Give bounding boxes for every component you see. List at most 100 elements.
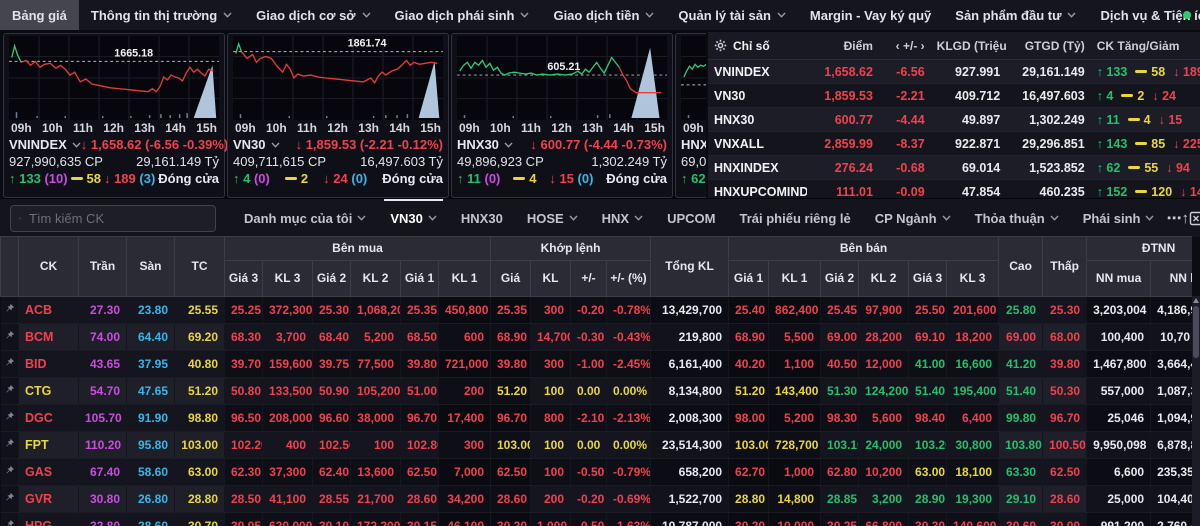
col-header-ask-price-2[interactable]: Giá 2	[820, 260, 860, 297]
col-header-bid-price-2[interactable]: Giá 2	[312, 260, 351, 297]
table-row-bcm[interactable]: BCM 74.00 64.40 69.20 68.30 3,700 68.40 5,200 68…	[0, 323, 1192, 351]
col-header-bid-vol-3[interactable]: KL 3	[262, 260, 313, 297]
col-header-bid-vol-1[interactable]: KL 1	[438, 260, 491, 297]
col-header-bid-vol-2[interactable]: KL 2	[350, 260, 401, 297]
menu-item-dich-vu-tien-ich[interactable]: Dịch vụ & Tiện ích	[1088, 0, 1200, 30]
pin-icon[interactable]	[0, 404, 19, 432]
menu-item-bang-gia[interactable]: Bảng giá	[0, 0, 79, 30]
col-header-matched-change[interactable]: +/-	[570, 260, 607, 297]
index-row-vnindex[interactable]: VNINDEX 1,658.62 -6.56 927.991 29,161.149 ↑ 1…	[708, 60, 1200, 84]
col-header-low[interactable]: Thấp	[1042, 236, 1088, 297]
menu-item-san-pham-dau-tu[interactable]: Sản phẩm đầu tư	[943, 0, 1088, 30]
index-panel-hnx30[interactable]: 605.21 09h 10h 11h 12h 13h 14h 15h HNX30 ↓ 600.77…	[451, 33, 673, 198]
table-row-acb[interactable]: ACB 27.30 23.80 25.55 25.25 372,300 25.30 1,068…	[0, 296, 1192, 324]
col-header-reference[interactable]: TC	[174, 236, 225, 297]
menu-item-quan-ly-tai-san[interactable]: Quản lý tài sản	[666, 0, 797, 30]
pin-icon[interactable]	[0, 350, 19, 378]
col-header-matched-price[interactable]: Giá	[490, 260, 531, 297]
col-header-ask-vol-2[interactable]: KL 2	[858, 260, 910, 297]
col-header-ask-price-1[interactable]: Giá 1	[728, 260, 770, 297]
col-header-klgd[interactable]: KLGD (Triệu)	[936, 38, 1007, 53]
col-header-total-volume[interactable]: Tổng KL	[650, 236, 730, 297]
col-header-ask-vol-1[interactable]: KL 1	[768, 260, 822, 297]
export-excel-icon[interactable]	[1189, 205, 1200, 231]
tab-vn30[interactable]: VN30	[378, 199, 449, 237]
col-header-ask-price-3[interactable]: Giá 3	[908, 260, 948, 297]
pin-icon[interactable]	[0, 431, 19, 459]
tab-cp-nganh[interactable]: CP Ngành	[863, 199, 963, 237]
col-header-bid-price-3[interactable]: Giá 3	[224, 260, 263, 297]
col-group-ask[interactable]: Bên bán	[728, 236, 1000, 261]
col-header-bid-price-1[interactable]: Giá 1	[400, 260, 439, 297]
ticker-cell[interactable]: BID	[18, 350, 79, 378]
col-header-foreign-sell[interactable]: NN bán	[1150, 260, 1192, 297]
col-group-bid[interactable]: Bên mua	[224, 236, 491, 261]
tab-hnx[interactable]: HNX	[590, 199, 655, 237]
col-header-foreign-buy[interactable]: NN mua	[1086, 260, 1152, 297]
index-panel-vnindex[interactable]: 1665.18 09h 10h 11h 12h 13h 14h 15h VNINDEX ↓ 1,6…	[3, 33, 228, 198]
pin-icon[interactable]	[0, 485, 19, 513]
pin-icon[interactable]	[0, 323, 19, 351]
search-box[interactable]	[10, 204, 216, 232]
index-row-vn30[interactable]: VN30 1,859.53 -2.21 409.712 16,497.603 ↑ 4 2 ↓ …	[708, 84, 1200, 108]
col-header-points[interactable]: Điểm	[843, 38, 873, 53]
scroll-top-icon[interactable]: ↑	[1181, 209, 1189, 227]
index-panel-hnxindex[interactable]: 09h10h11h12h13h14h15hHNXINDEX 69,01 ↑ 62	[675, 33, 706, 198]
index-name[interactable]: HNX30	[457, 136, 513, 153]
vn30-intraday-chart[interactable]: 1861.74	[233, 36, 443, 120]
index-name[interactable]: VN30	[233, 136, 280, 153]
index-row-vnxall[interactable]: VNXALL 2,859.99 -8.37 922.871 29,296.851 ↑ 14…	[708, 132, 1200, 156]
tab-hnx30[interactable]: HNX30	[449, 199, 515, 237]
col-header-pin[interactable]	[0, 236, 19, 297]
col-group-matched[interactable]: Khớp lệnh	[489, 236, 652, 261]
settings-gear-icon[interactable]	[714, 39, 727, 52]
col-header-ceiling[interactable]: Trần	[78, 236, 127, 297]
table-row-dgc[interactable]: DGC 105.70 91.90 98.80 96.50 208,000 96.60 38,0…	[0, 404, 1192, 432]
index-row-hnxindex[interactable]: HNXINDEX 276.24 -0.68 69.014 1,523.852 ↑ 62 55…	[708, 156, 1200, 180]
index-name[interactable]: VNINDEX	[9, 136, 81, 153]
ticker-cell[interactable]: FPT	[18, 431, 79, 459]
index-row-hnxupcomindex[interactable]: HNXUPCOMINDEX 111.01 -0.09 47.854 460.235 ↑ 1…	[708, 180, 1200, 198]
col-header-change[interactable]: ‹ +/- ›	[895, 38, 925, 53]
tab-thoa-thuan[interactable]: Thỏa thuận	[963, 199, 1071, 237]
index-panel-vn30[interactable]: 1861.74 09h 10h 11h 12h 13h 14h 15h VN30 ↓ 1,859.…	[227, 33, 449, 198]
pin-icon[interactable]	[0, 296, 19, 324]
menu-item-giao-dich-phai-sinh[interactable]: Giao dịch phái sinh	[383, 0, 542, 30]
col-header-ticker[interactable]: CK	[18, 236, 79, 297]
hnxindex-intraday-chart[interactable]	[681, 36, 706, 120]
menu-item-margin-vay-ky-quy[interactable]: Margin - Vay ký quỹ	[798, 0, 943, 30]
pin-icon[interactable]	[0, 377, 19, 405]
scrollbar-up-arrow-icon[interactable]	[1193, 298, 1199, 303]
more-tabs-button[interactable]: ⋯	[1166, 210, 1182, 227]
tab-hose[interactable]: HOSE	[515, 199, 590, 237]
ticker-cell[interactable]: GAS	[18, 458, 79, 486]
col-header-index-name[interactable]: Chỉ số	[708, 39, 807, 53]
col-group-foreign[interactable]: ĐTNN	[1086, 236, 1192, 261]
pin-icon[interactable]	[0, 458, 19, 486]
menu-item-giao-dich-tien[interactable]: Giao dịch tiền	[541, 0, 666, 30]
ticker-cell[interactable]: HPG	[18, 512, 79, 526]
table-row-hpg[interactable]: HPG 32.80 28.60 30.70 30.05 620,000 30.10 172,2…	[0, 512, 1192, 526]
col-header-updown[interactable]: CK Tăng/Giảm	[1096, 38, 1180, 53]
ticker-cell[interactable]: BCM	[18, 323, 79, 351]
table-row-bid[interactable]: BID 43.65 37.95 40.80 39.70 159,600 39.75 77,50…	[0, 350, 1192, 378]
table-row-gas[interactable]: GAS 67.40 58.60 63.00 62.30 37,300 62.40 13,600…	[0, 458, 1192, 486]
tab-danh-muc-cua-toi[interactable]: Danh mục của tôi	[232, 199, 378, 237]
vertical-scrollbar[interactable]	[1192, 296, 1200, 526]
ticker-cell[interactable]: ACB	[18, 296, 79, 324]
table-row-gvr[interactable]: GVR 30.80 26.80 28.80 28.50 41,100 28.55 21,700…	[0, 485, 1192, 513]
hnx30-intraday-chart[interactable]: 605.21	[457, 36, 667, 120]
ticker-cell[interactable]: GVR	[18, 485, 79, 513]
col-header-gtgd[interactable]: GTGD (Tỷ)	[1024, 38, 1085, 53]
index-name[interactable]: HNXINDEX	[681, 136, 706, 153]
col-header-ask-vol-3[interactable]: KL 3	[946, 260, 1000, 297]
ticker-cell[interactable]: CTG	[18, 377, 79, 405]
index-row-hnx30[interactable]: HNX30 600.77 -4.44 49.897 1,302.249 ↑ 11 4 ↓ 15	[708, 108, 1200, 132]
table-row-fpt[interactable]: FPT110.2095.80103.00102.20400102.5010010…	[0, 431, 1192, 459]
search-input[interactable]	[27, 209, 207, 227]
col-header-floor[interactable]: Sàn	[126, 236, 175, 297]
ticker-cell[interactable]: DGC	[18, 404, 79, 432]
col-header-matched-vol[interactable]: KL	[530, 260, 571, 297]
table-row-ctg[interactable]: CTG 54.70 47.65 51.20 50.80 133,500 50.90 105,2…	[0, 377, 1192, 405]
pin-icon[interactable]	[0, 512, 19, 526]
